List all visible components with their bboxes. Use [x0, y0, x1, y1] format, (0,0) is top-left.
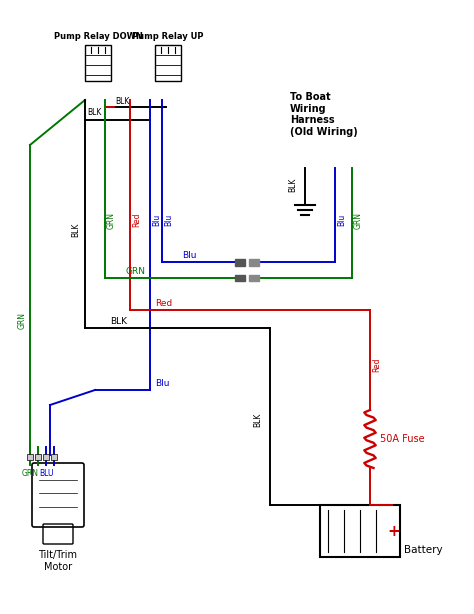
Text: BLU: BLU: [39, 469, 53, 478]
Text: GRN: GRN: [354, 211, 363, 228]
Bar: [51, 454, 57, 460]
Text: BLK: BLK: [253, 413, 262, 427]
Text: GRN: GRN: [21, 469, 38, 478]
Text: Blu: Blu: [337, 214, 346, 226]
Text: Tilt/Trim
Motor: Tilt/Trim Motor: [38, 550, 78, 572]
Bar: [35, 454, 41, 460]
Text: BLK: BLK: [110, 317, 127, 326]
Text: 50A Fuse: 50A Fuse: [380, 434, 425, 444]
Bar: [249, 258, 259, 265]
Text: BLK: BLK: [87, 108, 101, 117]
Text: Red: Red: [155, 299, 172, 308]
Text: BLK: BLK: [115, 97, 129, 106]
Text: GRN: GRN: [125, 267, 145, 276]
Bar: [249, 275, 259, 281]
Text: Red: Red: [132, 212, 141, 227]
Text: Pump Relay DOWN: Pump Relay DOWN: [54, 32, 143, 41]
Text: Blu: Blu: [152, 214, 161, 226]
Text: BLK: BLK: [288, 178, 297, 192]
Text: Pump Relay UP: Pump Relay UP: [132, 32, 204, 41]
Bar: [43, 454, 49, 460]
Text: To Boat
Wiring
Harness
(Old Wiring): To Boat Wiring Harness (Old Wiring): [290, 92, 358, 137]
Text: Blu: Blu: [155, 379, 170, 388]
Text: GRN: GRN: [107, 211, 116, 228]
Bar: [27, 454, 33, 460]
Bar: [235, 275, 245, 281]
Text: Battery: Battery: [404, 545, 443, 555]
Text: +: +: [388, 524, 401, 538]
Text: Blu: Blu: [164, 214, 173, 226]
Text: GRN: GRN: [18, 311, 27, 328]
Text: BLK: BLK: [72, 223, 81, 237]
Text: Red: Red: [372, 358, 381, 372]
Text: Blu: Blu: [182, 251, 197, 260]
Bar: [235, 258, 245, 265]
